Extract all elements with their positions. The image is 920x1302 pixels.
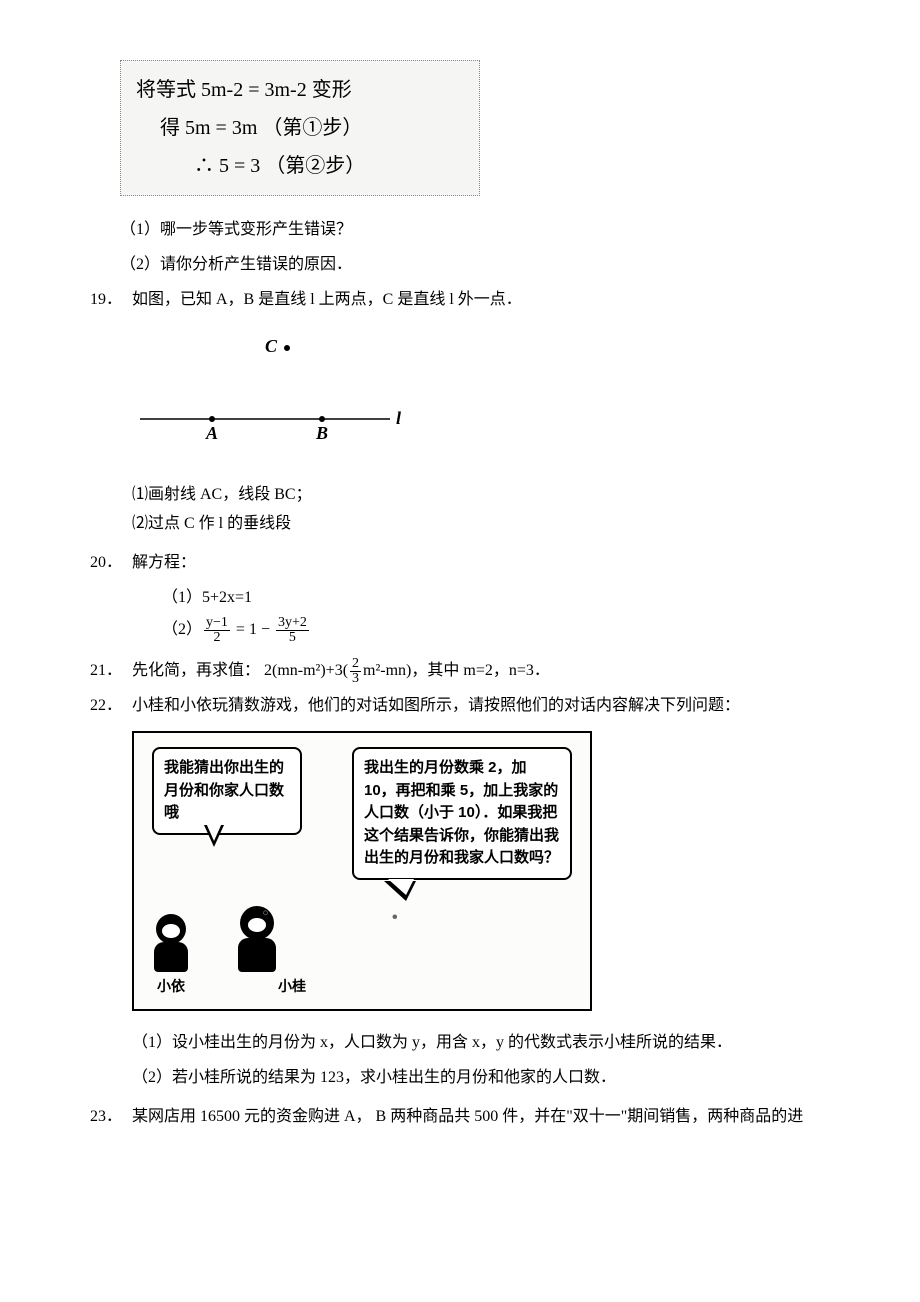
point-c-dot [284,345,290,351]
q20-middle: = 1 − [236,616,270,645]
question-18-sub2: （2）请你分析产生错误的原因． [120,251,830,280]
kid-left-label: 小依 [157,974,185,999]
question-21: 21． 先化简，再求值： 2(mn-m²)+3( 2 3 m²-mn)，其中 m… [90,657,830,686]
question-21-number: 21． [90,657,132,686]
speech-bubble-left: 我能猜出你出生的月份和你家人口数哦 [152,747,302,835]
speech-bubble-right: 我出生的月份数乘 2，加 10，再把和乘 5，加上我家的人口数（小于 10）．如… [352,747,572,880]
point-c-label: C [265,336,278,356]
point-b-label: B [315,423,328,443]
q21-before: 先化简，再求值： 2(mn-m²)+3( [132,657,348,686]
point-a-label: A [205,423,218,443]
handwriting-line-2: 得 5m = 3m （第①步） [136,109,464,147]
question-22: 22． 小桂和小依玩猜数游戏，他们的对话如图所示，请按照他们的对话内容解决下列问… [90,692,830,721]
handwriting-line-3: ∴ 5 = 3 （第②步） [136,147,464,185]
point-a-dot [209,416,215,422]
question-19-text: 如图，已知 A，B 是直线 l 上两点，C 是直线 l 外一点． [132,286,830,315]
kids-illustration: 小依 小桂 [154,906,306,999]
question-22-number: 22． [90,692,132,721]
question-20-number: 20． [90,549,132,578]
question-23-number: 23． [90,1103,132,1132]
question-19-number: 19． [90,286,132,315]
geometry-diagram: C A B l [100,324,410,454]
question-20: 20． 解方程： [90,549,830,578]
kid-left-body [154,942,188,972]
kid-right-label: 小桂 [278,974,306,999]
point-b-dot [319,416,325,422]
decor-dot-2: • [392,904,398,933]
question-19-sub1: ⑴画射线 AC，线段 BC； [132,481,830,510]
question-18-sub1: （1）哪一步等式变形产生错误？ [120,216,830,245]
kid-left: 小依 [154,914,188,999]
decor-dot-1: ◦ [262,895,269,931]
bubble-tail-left-inner [206,823,222,841]
question-20-text: 解方程： [132,549,830,578]
question-19-diagram: C A B l [100,324,830,465]
handwriting-line-1: 将等式 5m-2 = 3m-2 变形 [136,71,464,109]
fraction-1-num: y−1 [204,616,230,631]
question-19-sub2: ⑵过点 C 作 l 的垂线段 [132,510,830,539]
kid-right-body [238,938,276,972]
fraction-2: 3y+2 5 [276,616,309,645]
handwriting-solution-box: 将等式 5m-2 = 3m-2 变形 得 5m = 3m （第①步） ∴ 5 =… [120,60,480,196]
dialogue-illustration: 我能猜出你出生的月份和你家人口数哦 我出生的月份数乘 2，加 10，再把和乘 5… [132,731,592,1011]
question-22-sub1: （1）设小桂出生的月份为 x，人口数为 y，用含 x，y 的代数式表示小桂所说的… [132,1029,830,1058]
line-l-label: l [396,408,401,428]
q21-after: m²-mn)，其中 m=2，n=3． [363,657,550,686]
question-21-text: 先化简，再求值： 2(mn-m²)+3( 2 3 m²-mn)，其中 m=2，n… [132,657,830,686]
fraction-2-den: 5 [287,631,298,645]
fraction-2-num: 3y+2 [276,616,309,631]
kid-right: 小桂 [208,906,306,999]
fraction-21: 2 3 [350,657,361,686]
question-22-text: 小桂和小依玩猜数游戏，他们的对话如图所示，请按照他们的对话内容解决下列问题： [132,692,830,721]
q20-sub2-prefix: （2） [162,616,202,645]
fraction-21-num: 2 [350,657,361,672]
kid-left-head [156,914,186,944]
question-20-sub2: （2） y−1 2 = 1 − 3y+2 5 [162,616,311,645]
question-22-sub2: （2）若小桂所说的结果为 123，求小桂出生的月份和他家的人口数． [132,1064,830,1093]
fraction-1-den: 2 [211,631,222,645]
fraction-1: y−1 2 [204,616,230,645]
question-23: 23． 某网店用 16500 元的资金购进 A， B 两种商品共 500 件，并… [90,1103,830,1132]
question-20-sub1: （1）5+2x=1 [162,584,830,613]
bubble-tail-right-inner [388,879,414,895]
question-19: 19． 如图，已知 A，B 是直线 l 上两点，C 是直线 l 外一点． [90,286,830,315]
question-23-text: 某网店用 16500 元的资金购进 A， B 两种商品共 500 件，并在"双十… [132,1103,830,1132]
fraction-21-den: 3 [350,672,361,686]
